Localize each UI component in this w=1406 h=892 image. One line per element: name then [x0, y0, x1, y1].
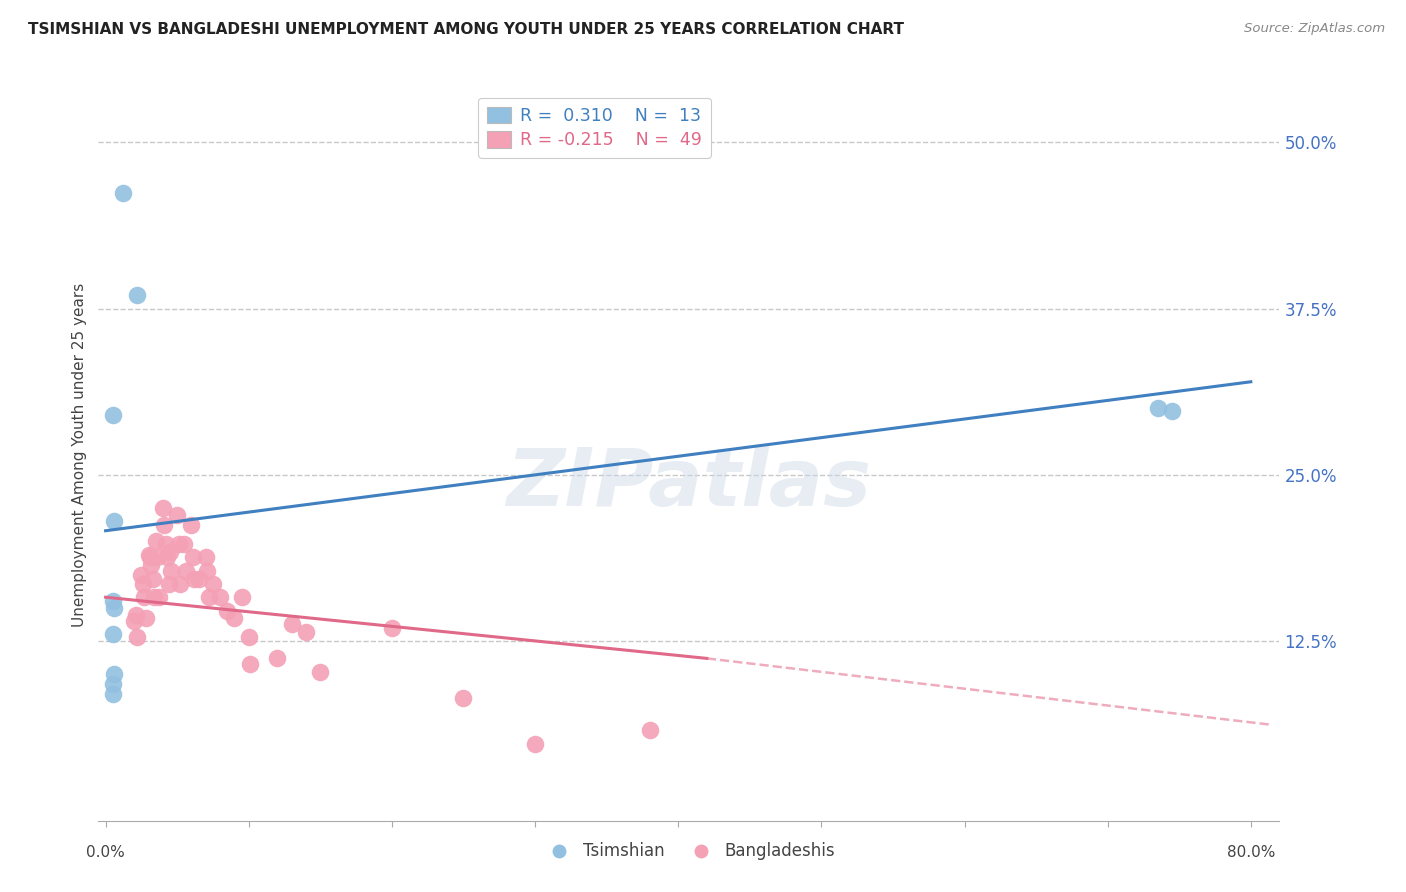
Point — [1146, 401, 1168, 416]
Point — [180, 518, 202, 533]
Point — [103, 600, 125, 615]
Point — [122, 614, 145, 628]
Point — [160, 564, 183, 578]
Point — [181, 550, 204, 565]
Text: 80.0%: 80.0% — [1226, 845, 1275, 860]
Point — [103, 667, 125, 681]
Point — [153, 518, 176, 533]
Point — [201, 577, 224, 591]
Text: ZIPatlas: ZIPatlas — [506, 445, 872, 524]
Point — [145, 534, 167, 549]
Point — [183, 572, 205, 586]
Point — [194, 550, 217, 565]
Point — [135, 611, 157, 625]
Point — [131, 567, 153, 582]
Point — [231, 591, 253, 605]
Point — [195, 564, 218, 578]
Point — [217, 603, 239, 617]
Point — [156, 550, 179, 565]
Text: 0.0%: 0.0% — [86, 845, 125, 860]
Point — [169, 577, 191, 591]
Point — [111, 186, 134, 200]
Point — [101, 408, 124, 422]
Point — [125, 288, 148, 302]
Point — [239, 657, 262, 671]
Point — [381, 621, 404, 635]
Point — [638, 723, 661, 738]
Point — [157, 577, 180, 591]
Point — [132, 577, 155, 591]
Point — [143, 591, 166, 605]
Point — [453, 691, 475, 706]
Point — [138, 548, 160, 562]
Point — [103, 515, 125, 529]
Point — [101, 627, 124, 641]
Point — [159, 545, 181, 559]
Point — [187, 572, 209, 586]
Point — [174, 564, 197, 578]
Point — [124, 607, 146, 622]
Point — [1161, 404, 1184, 418]
Point — [280, 616, 302, 631]
Y-axis label: Unemployment Among Youth under 25 years: Unemployment Among Youth under 25 years — [72, 283, 87, 627]
Point — [134, 591, 156, 605]
Point — [524, 737, 547, 751]
Point — [209, 591, 232, 605]
Point — [266, 651, 288, 665]
Point — [152, 501, 174, 516]
Point — [224, 611, 246, 625]
Point — [295, 624, 318, 639]
Text: TSIMSHIAN VS BANGLADESHI UNEMPLOYMENT AMONG YOUTH UNDER 25 YEARS CORRELATION CHA: TSIMSHIAN VS BANGLADESHI UNEMPLOYMENT AM… — [28, 22, 904, 37]
Point — [139, 550, 162, 565]
Point — [146, 550, 169, 565]
Text: Source: ZipAtlas.com: Source: ZipAtlas.com — [1244, 22, 1385, 36]
Point — [101, 687, 124, 701]
Point — [238, 630, 260, 644]
Point — [141, 558, 163, 573]
Point — [125, 630, 148, 644]
Point — [148, 591, 170, 605]
Legend: Tsimshian, Bangladeshis: Tsimshian, Bangladeshis — [536, 836, 842, 867]
Point — [142, 572, 165, 586]
Point — [309, 665, 332, 679]
Point — [101, 594, 124, 608]
Point — [197, 591, 219, 605]
Point — [101, 676, 124, 690]
Point — [173, 537, 195, 551]
Point — [155, 537, 177, 551]
Point — [167, 537, 190, 551]
Point — [166, 508, 188, 522]
